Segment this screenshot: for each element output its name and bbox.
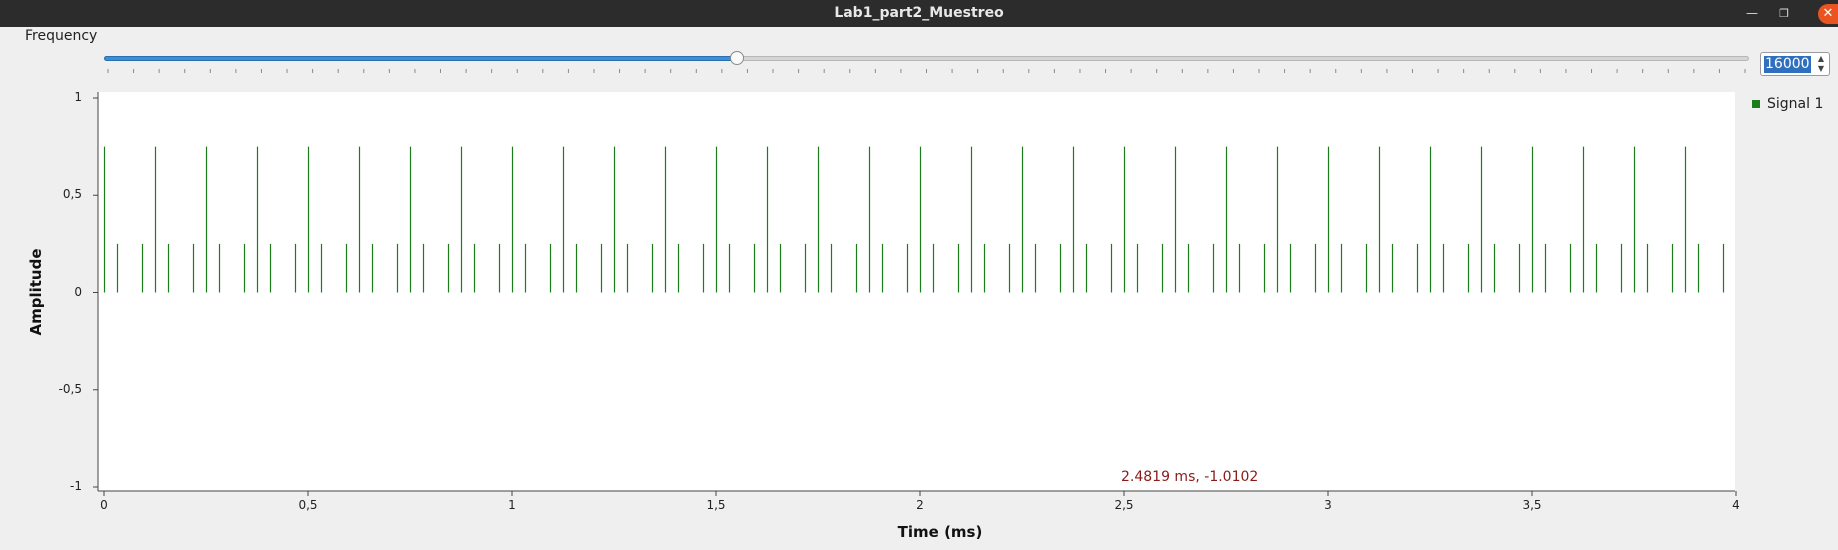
x-tick-label: 2 <box>916 498 924 512</box>
cursor-readout: 2.4819 ms, -1.0102 <box>1121 469 1259 485</box>
slider-handle[interactable] <box>730 51 745 65</box>
x-tick-label: 2,5 <box>1114 498 1134 512</box>
frequency-spinbox[interactable]: 16000 ▲ ▼ <box>1760 52 1830 76</box>
frequency-slider[interactable] <box>104 30 1749 73</box>
minimize-icon[interactable]: — <box>1746 6 1758 20</box>
y-tick-label: 0 <box>74 284 82 299</box>
slider-ticks <box>107 69 1746 73</box>
legend-label: Signal 1 <box>1767 96 1824 112</box>
legend[interactable]: Signal 1 <box>1752 96 1823 112</box>
x-tick-label: 3,5 <box>1522 498 1542 512</box>
close-icon[interactable]: ✕ <box>1818 4 1838 24</box>
frequency-value[interactable]: 16000 <box>1764 56 1811 73</box>
y-tick-label: -1 <box>70 479 82 493</box>
x-tick-label: 4 <box>1732 498 1740 512</box>
x-tick-label: 1 <box>508 498 516 512</box>
window-title: Lab1_part2_Muestreo <box>834 5 1004 21</box>
x-tick-label: 3 <box>1324 498 1332 512</box>
y-tick-label: -0,5 <box>58 381 82 396</box>
y-tick-label: 1 <box>74 90 82 104</box>
x-tick-label: 0 <box>100 498 108 512</box>
legend-swatch <box>1752 100 1760 108</box>
plot-canvas[interactable] <box>98 92 1735 491</box>
frequency-label: Frequency <box>25 28 98 44</box>
title-bar: Lab1_part2_Muestreo — ❐ ✕ <box>0 0 1838 27</box>
spin-arrows-icon[interactable]: ▲ ▼ <box>1817 54 1825 73</box>
x-tick-label: 1,5 <box>706 498 726 512</box>
axis-ticks <box>93 97 1737 496</box>
signal-stems <box>103 146 1725 293</box>
x-tick-label: 0,5 <box>298 498 318 512</box>
maximize-icon[interactable]: ❐ <box>1779 7 1789 20</box>
x-axis-label: Time (ms) <box>897 523 983 541</box>
y-tick-label: 0,5 <box>62 187 82 202</box>
y-axis-label: Amplitude <box>27 248 45 336</box>
